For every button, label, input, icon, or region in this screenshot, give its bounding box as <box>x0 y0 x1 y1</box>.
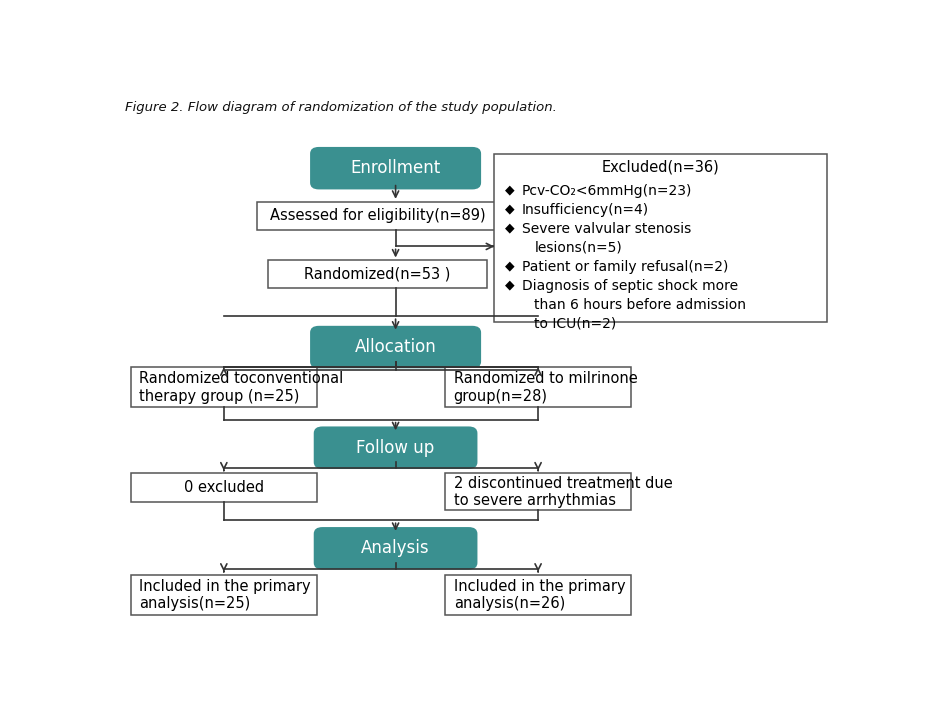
Text: Randomized toconventional
therapy group (n=25): Randomized toconventional therapy group … <box>140 371 343 404</box>
Bar <box>131 367 317 407</box>
Bar <box>256 202 498 229</box>
Text: Randomized to milrinone
group(n=28): Randomized to milrinone group(n=28) <box>454 371 637 404</box>
Text: Insufficiency(n=4): Insufficiency(n=4) <box>522 203 649 217</box>
Text: Included in the primary
analysis(n=25): Included in the primary analysis(n=25) <box>140 579 311 611</box>
Text: Follow up: Follow up <box>356 439 435 457</box>
Text: Severe valvular stenosis: Severe valvular stenosis <box>522 222 691 236</box>
Text: ◆: ◆ <box>505 184 515 197</box>
Text: Excluded(n=36): Excluded(n=36) <box>602 159 720 174</box>
FancyBboxPatch shape <box>310 326 481 368</box>
Text: Figure 2. Flow diagram of randomization of the study population.: Figure 2. Flow diagram of randomization … <box>125 101 557 114</box>
Bar <box>445 574 631 615</box>
Text: Included in the primary
analysis(n=26): Included in the primary analysis(n=26) <box>454 579 625 611</box>
FancyBboxPatch shape <box>314 527 477 570</box>
Bar <box>268 261 487 288</box>
Text: Randomized(n=53 ): Randomized(n=53 ) <box>305 267 451 282</box>
Text: Diagnosis of septic shock more: Diagnosis of septic shock more <box>522 279 738 293</box>
Text: ◆: ◆ <box>505 222 515 234</box>
Text: ◆: ◆ <box>505 260 515 273</box>
Text: 2 discontinued treatment due
to severe arrhythmias: 2 discontinued treatment due to severe a… <box>454 476 672 508</box>
Text: 0 excluded: 0 excluded <box>184 481 264 495</box>
Text: than 6 hours before admission: than 6 hours before admission <box>535 298 747 312</box>
Text: ◆: ◆ <box>505 203 515 216</box>
Text: lesions(n=5): lesions(n=5) <box>535 241 622 255</box>
FancyBboxPatch shape <box>314 426 477 469</box>
Text: Allocation: Allocation <box>355 338 437 356</box>
Text: Pcv-CO₂<6mmHg(n=23): Pcv-CO₂<6mmHg(n=23) <box>522 184 692 197</box>
Bar <box>494 154 827 322</box>
FancyBboxPatch shape <box>310 147 481 189</box>
Bar <box>131 574 317 615</box>
Text: Enrollment: Enrollment <box>351 159 440 177</box>
Bar <box>131 473 317 502</box>
Text: to ICU(n=2): to ICU(n=2) <box>535 317 617 331</box>
Bar <box>445 367 631 407</box>
Bar <box>445 473 631 510</box>
Text: Analysis: Analysis <box>361 539 430 558</box>
Text: ◆: ◆ <box>505 279 515 292</box>
Text: Assessed for eligibility(n=89): Assessed for eligibility(n=89) <box>270 208 485 223</box>
Text: Patient or family refusal(n=2): Patient or family refusal(n=2) <box>522 260 728 274</box>
